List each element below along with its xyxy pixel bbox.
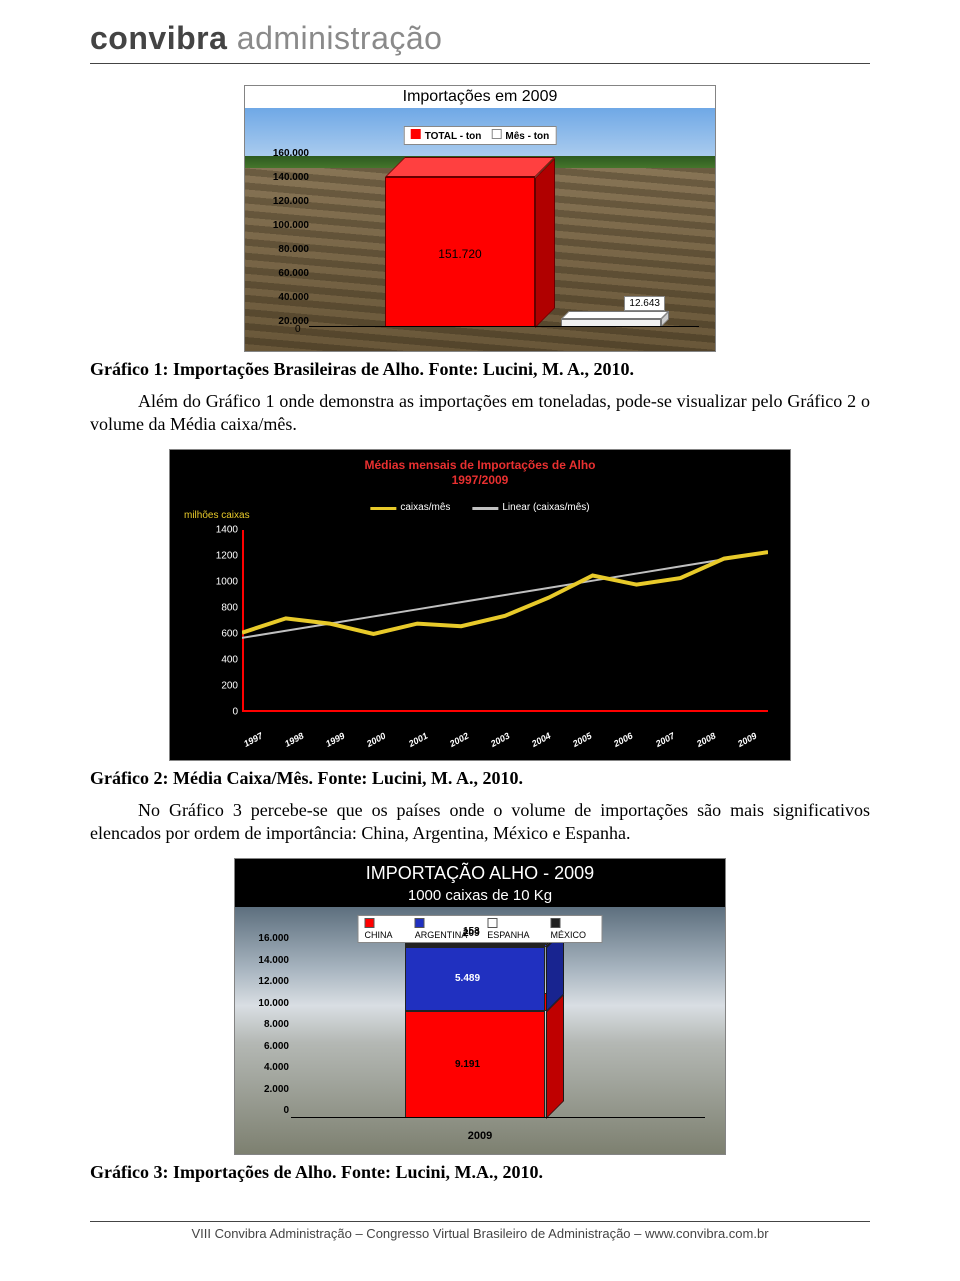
fig2-ylabel: milhões caixas bbox=[184, 510, 250, 521]
caption-2: Gráfico 2: Média Caixa/Mês. Fonte: Lucin… bbox=[90, 768, 870, 789]
fig1-bar-mes bbox=[561, 313, 681, 327]
footer-text: VIII Convibra Administração – Congresso … bbox=[90, 1226, 870, 1241]
fig1-zero: 0 bbox=[295, 324, 301, 335]
fig1-title: Importações em 2009 bbox=[245, 86, 715, 108]
fig2-plot: 1400120010008006004002000 bbox=[242, 530, 768, 712]
caption-3: Gráfico 3: Importações de Alho. Fonte: L… bbox=[90, 1162, 870, 1183]
figure-3: IMPORTAÇÃO ALHO - 2009 1000 caixas de 10… bbox=[235, 859, 725, 1154]
legend-dash-series1 bbox=[370, 507, 396, 510]
fig2-legend: caixas/mês Linear (caixas/mês) bbox=[370, 502, 589, 513]
fig1-bar-value: 151.720 bbox=[385, 247, 535, 261]
fig1-yaxis: 160.000140.000120.000100.00080.00060.000… bbox=[251, 148, 309, 327]
brand-bold: convibra bbox=[90, 20, 227, 56]
legend-dash-series2 bbox=[472, 507, 498, 510]
fig1-bar-total bbox=[385, 157, 585, 327]
fig2-title: Médias mensais de Importações de Alho 19… bbox=[170, 450, 790, 490]
fig1-legend: TOTAL - ton Mês - ton bbox=[404, 126, 557, 145]
fig1-slab-value: 12.643 bbox=[624, 296, 665, 311]
legend-swatch-total bbox=[411, 129, 421, 139]
legend-swatch-mes bbox=[491, 129, 501, 139]
fig3-xlabel: 2009 bbox=[235, 1130, 725, 1142]
header-logo: convibra administração bbox=[90, 20, 870, 63]
fig2-xlabels: 1997199819992000200120022003200420052006… bbox=[242, 740, 768, 750]
footer-rule bbox=[90, 1221, 870, 1222]
paragraph-2: No Gráfico 3 percebe-se que os países on… bbox=[90, 799, 870, 845]
figure-1: Importações em 2009 TOTAL - ton Mês - to… bbox=[245, 86, 715, 351]
header-rule bbox=[90, 63, 870, 64]
paragraph-1: Além do Gráfico 1 onde demonstra as impo… bbox=[90, 390, 870, 436]
caption-1: Gráfico 1: Importações Brasileiras de Al… bbox=[90, 359, 870, 380]
brand-light: administração bbox=[237, 20, 443, 56]
figure-2: Médias mensais de Importações de Alho 19… bbox=[170, 450, 790, 760]
